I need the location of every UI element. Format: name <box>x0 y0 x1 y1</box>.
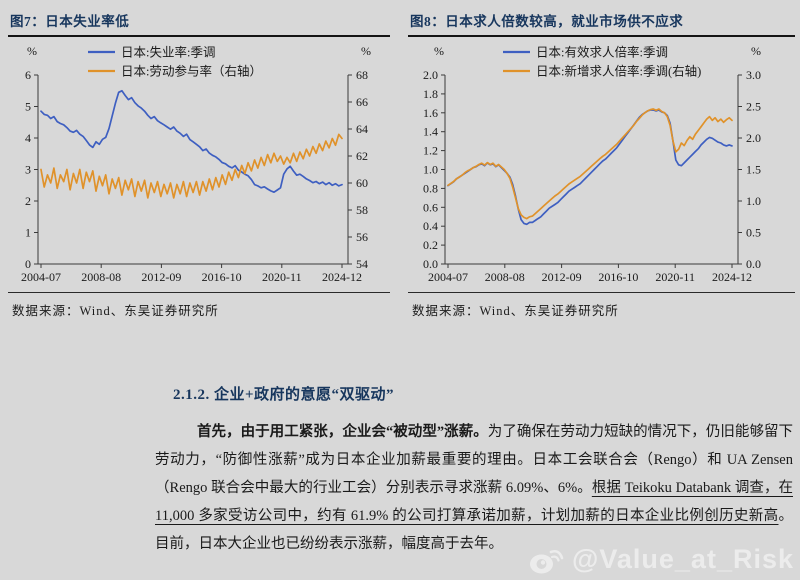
left-tick-label: 4 <box>25 131 31 145</box>
left-tick-label: 1.2 <box>423 144 438 158</box>
section-heading: 2.1.2. 企业+政府的意愿“双驱动” <box>173 387 395 403</box>
paragraph-segment: 为了确保在劳动力短缺的情况下，仍旧能够留下劳动力，“防御性涨薪”成为日本企业加薪… <box>155 424 794 496</box>
right-tick-label: 56 <box>356 230 368 244</box>
chart-line <box>40 89 343 194</box>
left-tick-label: 6 <box>25 68 31 82</box>
paragraph-segment: 首先，由于用工紧张，企业会“被动型”涨薪。 <box>197 424 488 440</box>
right-tick-label: 64 <box>356 122 368 136</box>
x-tick-label: 2016-10 <box>202 270 242 284</box>
figure-7-panel: 图7：日本失业率低 0 1 2 3 4 5 6 54 56 58 60 62 64 66 68 2004-07… <box>8 8 390 327</box>
x-tick-label: 2024-12 <box>322 270 362 284</box>
legend-label: 日本:新增求人倍率:季调(右轴) <box>536 64 701 79</box>
right-tick-label: 60 <box>356 176 368 190</box>
chart-line <box>447 108 733 220</box>
figure-7-source: 数据来源：Wind、东吴证券研究所 <box>8 292 390 327</box>
x-tick-label: 2024-12 <box>712 270 752 284</box>
left-tick-label: 0.6 <box>423 200 438 214</box>
x-tick-label: 2020-11 <box>655 270 695 284</box>
left-tick-label: 2.0 <box>423 68 438 82</box>
body-paragraph: 首先，由于用工紧张，企业会“被动型”涨薪。为了确保在劳动力短缺的情况下，仍旧能够… <box>155 418 793 558</box>
right-tick-label: 1.5 <box>746 163 761 177</box>
left-tick-label: 0.2 <box>423 238 438 252</box>
left-tick-label: 0.0 <box>423 257 438 271</box>
left-tick-label: 1 <box>25 226 31 240</box>
x-tick-label: 2008-08 <box>81 270 121 284</box>
figure-7-title: 图7：日本失业率低 <box>8 8 390 37</box>
left-tick-label: 5 <box>25 100 31 114</box>
paragraph-segment: 。目前，日本大企业也已纷纷表示涨薪，幅度高于去年。 <box>155 508 793 552</box>
right-tick-label: 2.5 <box>746 100 761 114</box>
x-tick-label: 2004-07 <box>428 270 468 284</box>
right-tick-label: 1.0 <box>746 194 761 208</box>
left-tick-label: 0 <box>25 257 31 271</box>
right-tick-label: 54 <box>356 257 368 271</box>
left-tick-label: 1.6 <box>423 106 438 120</box>
left-tick-label: 1.8 <box>423 87 438 101</box>
legend-label: 日本:劳动参与率（右轴） <box>121 64 262 79</box>
left-tick-label: 1.4 <box>423 125 438 139</box>
left-tick-label: 0.4 <box>423 219 438 233</box>
paragraph-segment: 根据 Teikoku Databank 调查，在 11,000 多家受访公司中，… <box>155 480 793 524</box>
right-tick-label: 68 <box>356 68 368 82</box>
right-tick-label: 62 <box>356 149 368 163</box>
chart-line <box>40 133 343 199</box>
right-tick-label: 0.0 <box>746 257 761 271</box>
x-tick-label: 2012-09 <box>542 270 582 284</box>
right-tick-label: 66 <box>356 95 368 109</box>
left-tick-label: 3 <box>25 163 31 177</box>
legend-label: 日本:有效求人倍率:季调 <box>536 45 668 60</box>
right-tick-label: 0.5 <box>746 226 761 240</box>
left-axis-unit: % <box>27 44 37 58</box>
left-tick-label: 1.0 <box>423 163 438 177</box>
left-tick-label: 2 <box>25 194 31 208</box>
right-axis-unit: % <box>751 44 761 58</box>
x-tick-label: 2012-09 <box>141 270 181 284</box>
x-tick-label: 2020-11 <box>262 270 302 284</box>
right-tick-label: 58 <box>356 203 368 217</box>
x-tick-label: 2016-10 <box>598 270 638 284</box>
x-tick-label: 2008-08 <box>485 270 525 284</box>
section-2-1-2: 2.1.2. 企业+政府的意愿“双驱动” 首先，由于用工紧张，企业会“被动型”涨… <box>155 383 793 558</box>
figure-8-source: 数据来源：Wind、东吴证券研究所 <box>408 292 795 327</box>
figure-8-panel: 图8：日本求人倍数较高，就业市场供不应求 0.0 0.2 0.4 0.6 0.8 1.0 1… <box>408 8 795 327</box>
legend-label: 日本:失业率:季调 <box>121 45 215 60</box>
figure-8-title: 图8：日本求人倍数较高，就业市场供不应求 <box>408 8 795 37</box>
left-tick-label: 0.8 <box>423 181 438 195</box>
right-tick-label: 3.0 <box>746 68 761 82</box>
right-axis-unit: % <box>361 44 371 58</box>
left-axis-unit: % <box>434 44 444 58</box>
figures-row: 图7：日本失业率低 0 1 2 3 4 5 6 54 56 58 60 62 64 66 68 2004-07… <box>8 8 795 327</box>
figure-8-chart: 0.0 0.2 0.4 0.6 0.8 1.0 1.2 1.4 1.6 1.8 2.0 0.0 0.5 1… <box>423 44 761 284</box>
x-tick-label: 2004-07 <box>21 270 61 284</box>
right-tick-label: 2.0 <box>746 131 761 145</box>
